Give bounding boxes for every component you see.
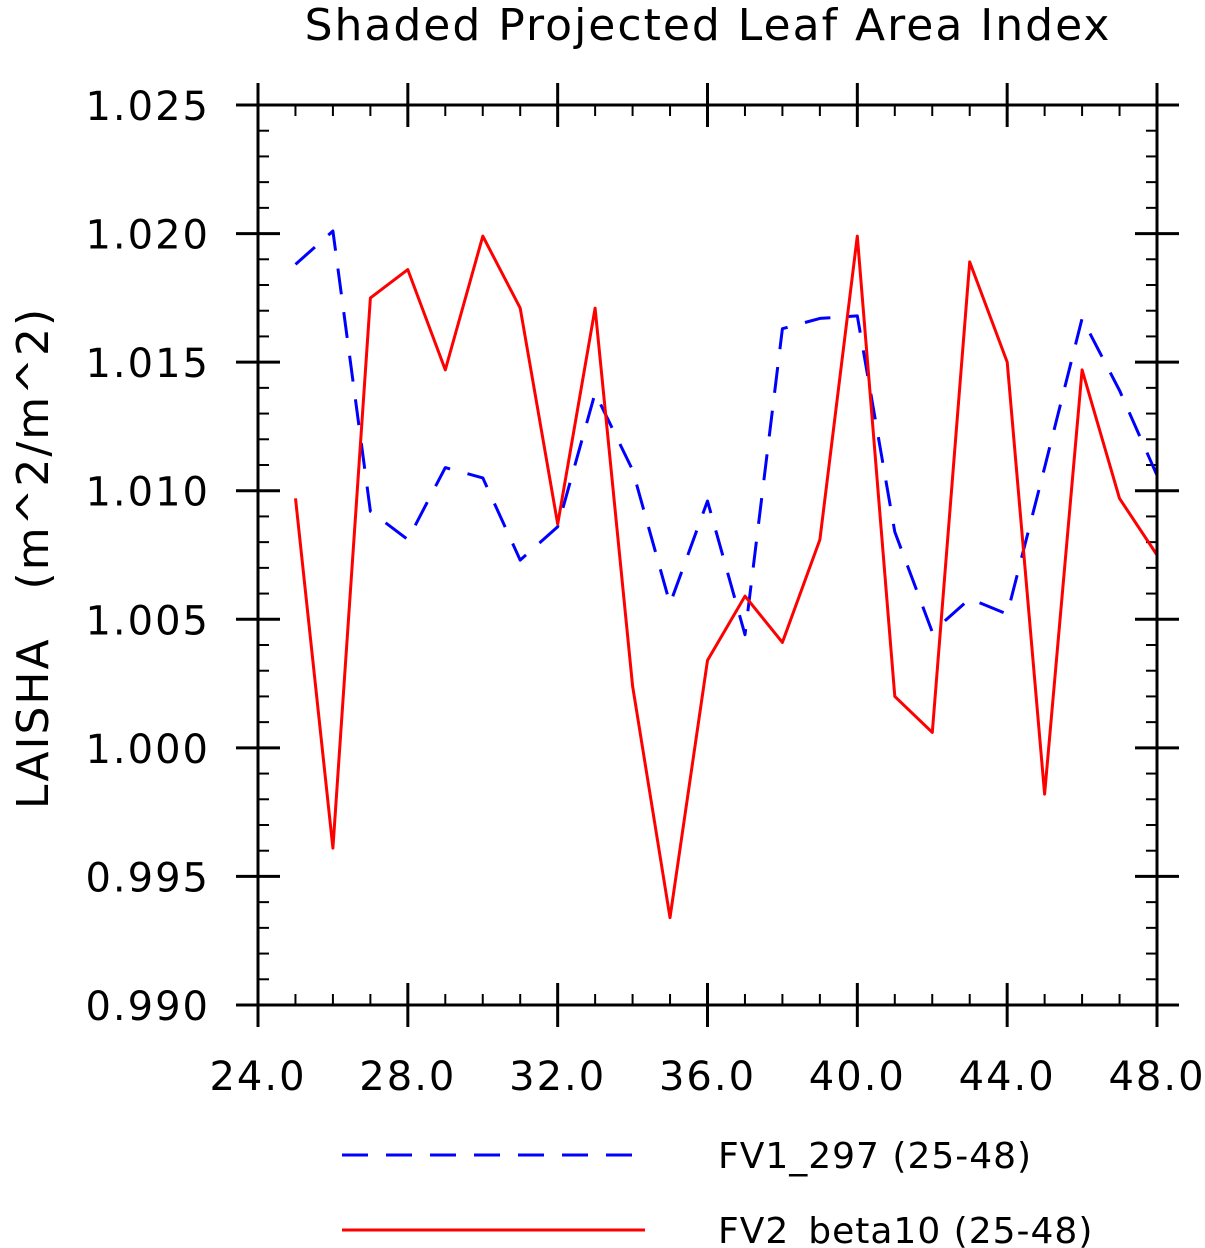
y-tick-label: 1.000	[85, 727, 210, 773]
series-line-fv1-297	[294, 229, 1159, 637]
y-tick-label: 0.995	[85, 855, 210, 901]
legend-label: FV1_297 (25-48)	[718, 1136, 1032, 1177]
y-tick-label: 1.025	[85, 84, 210, 130]
series-line-fv2-beta10	[294, 234, 1159, 920]
y-tick-label: 1.015	[85, 341, 210, 387]
series-lines	[294, 229, 1159, 920]
plot-frame	[256, 103, 1159, 1007]
x-tick-label: 36.0	[659, 1054, 756, 1100]
y-tick-label: 0.990	[85, 984, 210, 1030]
y-tick-label: 1.005	[85, 598, 210, 644]
x-tick-label: 44.0	[959, 1054, 1056, 1100]
x-tick-label: 40.0	[809, 1054, 906, 1100]
y-tick-label: 1.010	[85, 470, 210, 516]
chart-title: Shaded Projected Leaf Area Index	[305, 0, 1112, 51]
legend: FV1_297 (25-48) FV2_beta10 (25-48)	[342, 1136, 1093, 1248]
tick-marks	[236, 83, 1179, 1027]
legend-label: FV2_beta10 (25-48)	[718, 1211, 1093, 1248]
x-tick-label: 32.0	[509, 1054, 606, 1100]
y-tick-label: 1.020	[85, 213, 210, 259]
x-tick-label: 28.0	[359, 1054, 456, 1100]
x-tick-label: 24.0	[209, 1054, 306, 1100]
tick-labels: 24.0 28.0 32.0 36.0 40.0 44.0 48.0 0.990 0.995 1.…	[85, 84, 1205, 1100]
x-tick-label: 48.0	[1108, 1054, 1205, 1100]
y-axis-label: LAISHA (m^2/m^2)	[8, 307, 59, 809]
